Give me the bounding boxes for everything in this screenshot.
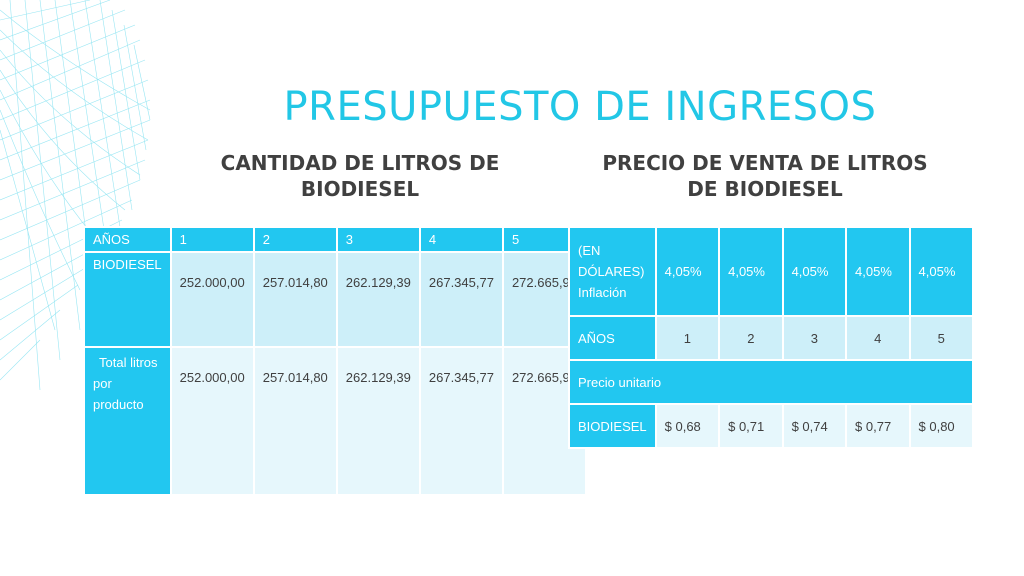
table-cell: 5 — [908, 315, 975, 361]
row-label-line: Total litros — [99, 355, 158, 370]
wireframe-decoration — [0, 0, 151, 391]
header-cell: 2 — [252, 226, 338, 253]
header-cell: 4 — [418, 226, 504, 253]
table-header-row: AÑOS 1 2 3 4 5 — [83, 226, 588, 253]
right-section-heading: PRECIO DE VENTA DE LITROS DE BIODIESEL — [602, 151, 928, 201]
table-cell: 4,05% — [908, 226, 975, 317]
row-label-line: DÓLARES) — [578, 264, 645, 279]
quantity-table: AÑOS 1 2 3 4 5 BIODIESEL 252.000,00 257.… — [83, 226, 588, 496]
table-cell: 4,05% — [781, 226, 848, 317]
row-label-line: Inflación — [578, 285, 627, 300]
price-table: (EN DÓLARES) Inflación 4,05% 4,05% 4,05%… — [568, 226, 975, 449]
table-cell: 252.000,00 — [169, 346, 255, 496]
table-row: BIODIESEL 252.000,00 257.014,80 262.129,… — [83, 251, 588, 348]
row-label: BIODIESEL — [83, 251, 172, 348]
table-cell: 4,05% — [718, 226, 784, 317]
table-cell: $ 0,71 — [718, 403, 784, 449]
table-cell: 4,05% — [654, 226, 721, 317]
row-label: Precio unitario — [568, 359, 974, 405]
row-label-line: producto — [93, 397, 144, 412]
header-cell: 3 — [335, 226, 421, 253]
table-cell: $ 0,80 — [908, 403, 975, 449]
table-cell: 262.129,39 — [335, 251, 421, 348]
table-row: BIODIESEL $ 0,68 $ 0,71 $ 0,74 $ 0,77 $ … — [568, 403, 975, 449]
table-cell: 257.014,80 — [252, 251, 338, 348]
left-section-heading: CANTIDAD DE LITROS DE BIODIESEL — [220, 151, 500, 201]
row-label-line: por — [93, 376, 112, 391]
table-cell: 267.345,77 — [418, 251, 504, 348]
table-row: Total litros por producto 252.000,00 257… — [83, 346, 588, 496]
page-title: PRESUPUESTO DE INGRESOS — [283, 84, 877, 130]
header-cell: AÑOS — [83, 226, 172, 253]
row-label-line: (EN — [578, 243, 601, 258]
table-cell: 267.345,77 — [418, 346, 504, 496]
row-label: BIODIESEL — [568, 403, 657, 449]
table-row: Precio unitario — [568, 359, 974, 405]
table-row: AÑOS 1 2 3 4 5 — [568, 315, 975, 361]
table-cell: 3 — [781, 315, 848, 361]
table-row: (EN DÓLARES) Inflación 4,05% 4,05% 4,05%… — [568, 226, 975, 317]
row-label: AÑOS — [568, 315, 657, 361]
table-cell: 257.014,80 — [252, 346, 338, 496]
table-cell: $ 0,77 — [845, 403, 911, 449]
table-cell: $ 0,74 — [781, 403, 848, 449]
table-cell: 2 — [718, 315, 784, 361]
table-cell: $ 0,68 — [654, 403, 721, 449]
row-label: Total litros por producto — [83, 346, 172, 496]
row-label: (EN DÓLARES) Inflación — [568, 226, 657, 317]
header-cell: 1 — [169, 226, 255, 253]
table-cell: 262.129,39 — [335, 346, 421, 496]
table-cell: 4,05% — [845, 226, 911, 317]
table-cell: 252.000,00 — [169, 251, 255, 348]
table-cell: 1 — [654, 315, 721, 361]
table-cell: 4 — [845, 315, 911, 361]
